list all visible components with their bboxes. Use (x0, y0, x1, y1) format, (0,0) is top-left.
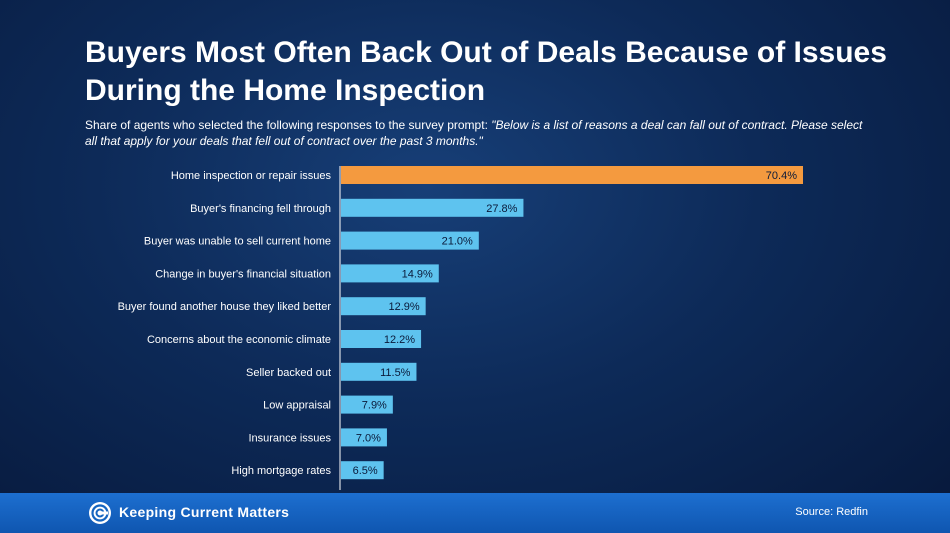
value-label: 7.9% (362, 400, 387, 412)
value-label: 12.2% (384, 334, 415, 346)
brand-name: Keeping Current Matters (119, 504, 290, 520)
value-label: 27.8% (486, 203, 517, 215)
category-label: Home inspection or repair issues (171, 170, 332, 182)
bar (341, 461, 384, 480)
category-label: Low appraisal (263, 400, 331, 412)
value-label: 11.5% (380, 367, 411, 379)
value-label: 12.9% (388, 301, 419, 313)
category-label: Seller backed out (246, 367, 331, 379)
bar-chart: Home inspection or repair issues 70.4% Buy… (118, 166, 803, 490)
chart-subtitle: Share of agents who selected the followi… (85, 117, 875, 149)
survey-prompt-quote: "Below is a list of reasons a deal can f… (85, 118, 863, 148)
source-label: Source: Redfin (795, 506, 868, 518)
category-label: Insurance issues (248, 432, 331, 444)
value-label: 7.0% (356, 432, 381, 444)
subtitle-text: Share of agents who selected the followi… (85, 118, 492, 132)
bar (341, 395, 393, 414)
category-label: Concerns about the economic climate (147, 334, 331, 346)
category-label: Buyer found another house they liked bet… (118, 301, 332, 313)
bar (341, 264, 439, 283)
category-label: Buyer was unable to sell current home (144, 236, 331, 248)
category-label: Change in buyer's financial situation (155, 268, 331, 280)
value-label: 6.5% (353, 465, 378, 477)
chart-title: Buyers Most Often Back Out of Deals Beca… (85, 36, 887, 107)
value-label: 14.9% (402, 268, 433, 280)
bar (341, 166, 803, 184)
category-label: High mortgage rates (231, 465, 331, 477)
kcm-logo-icon (89, 502, 111, 524)
bar (341, 198, 524, 217)
value-label: 21.0% (442, 236, 473, 248)
bar (341, 362, 417, 381)
bar (341, 428, 387, 447)
footer-bar: Keeping Current Matters Source: Redfin (0, 493, 950, 533)
category-label: Buyer's financing fell through (190, 203, 331, 215)
bar (341, 231, 479, 250)
bar (341, 297, 426, 316)
value-label: 70.4% (766, 170, 797, 182)
bar (341, 330, 422, 348)
